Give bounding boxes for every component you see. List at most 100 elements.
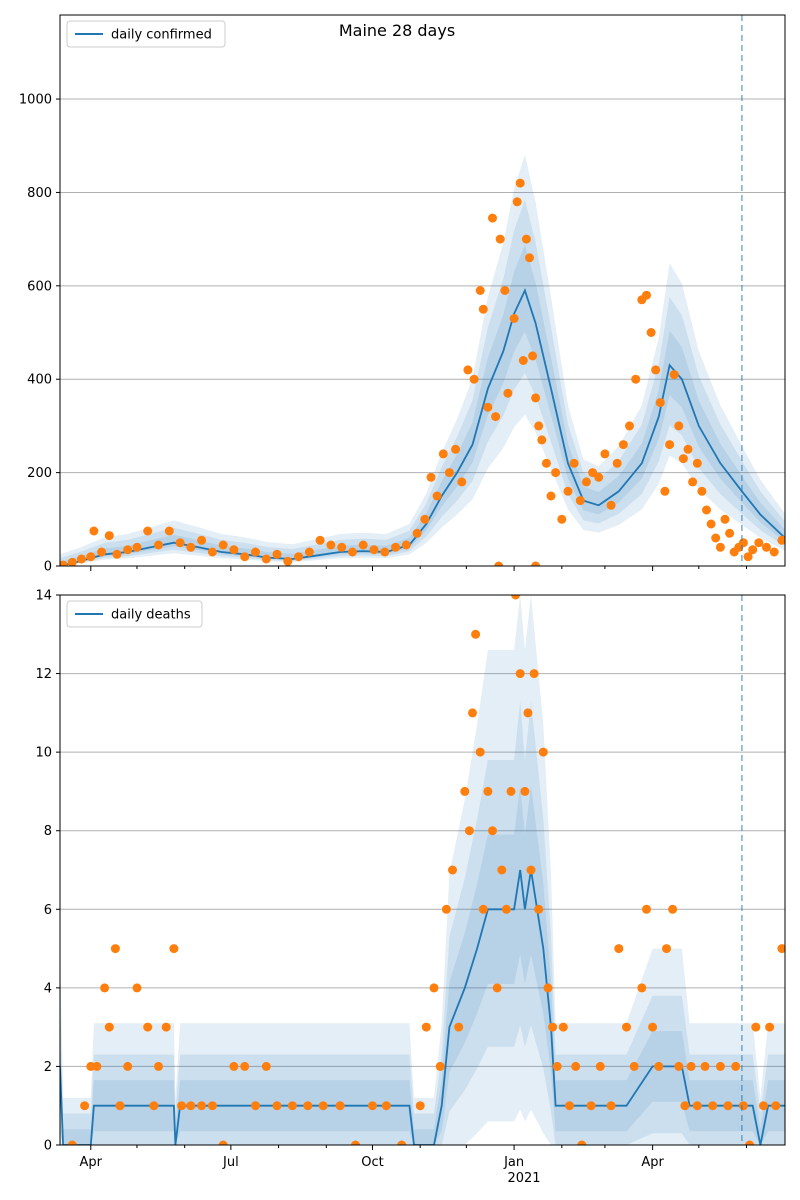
observed-point bbox=[197, 1101, 207, 1111]
y-tick-label: 10 bbox=[35, 746, 52, 761]
observed-point bbox=[625, 421, 634, 431]
observed-point bbox=[665, 440, 675, 450]
axes-frame bbox=[59, 14, 786, 567]
observed-point bbox=[495, 234, 505, 244]
observed-point bbox=[501, 904, 511, 914]
observed-point bbox=[494, 561, 504, 566]
observed-point bbox=[531, 393, 541, 403]
legend-label: daily deaths bbox=[111, 608, 191, 623]
observed-point bbox=[251, 547, 260, 557]
observed-point bbox=[426, 472, 436, 482]
observed-point bbox=[543, 983, 553, 993]
observed-point bbox=[380, 547, 390, 557]
observed-point bbox=[646, 328, 656, 337]
observed-point bbox=[523, 708, 533, 718]
observed-point bbox=[154, 1061, 163, 1071]
observed-point bbox=[512, 197, 522, 207]
observed-point bbox=[89, 526, 99, 536]
observed-point bbox=[381, 1101, 391, 1111]
y-tick-label: 2 bbox=[44, 1060, 52, 1075]
y-tick-label: 6 bbox=[44, 903, 52, 918]
observed-point bbox=[369, 545, 379, 555]
observed-point bbox=[161, 1022, 171, 1032]
observed-point bbox=[725, 528, 735, 538]
observed-point bbox=[637, 983, 647, 993]
observed-point bbox=[483, 402, 493, 412]
observed-point bbox=[261, 1061, 271, 1071]
observed-point bbox=[475, 747, 485, 757]
observed-point bbox=[548, 1022, 558, 1032]
observed-point bbox=[315, 535, 325, 545]
observed-point bbox=[515, 178, 525, 188]
observed-point bbox=[112, 549, 122, 559]
observed-point bbox=[478, 904, 488, 914]
observed-point bbox=[686, 1061, 696, 1071]
observed-point bbox=[769, 547, 779, 557]
observed-point bbox=[565, 1101, 574, 1111]
observed-point bbox=[660, 486, 670, 496]
observed-point bbox=[149, 1101, 159, 1111]
legend-label: daily confirmed bbox=[111, 28, 212, 43]
observed-point bbox=[738, 538, 748, 548]
y-tick-label: 4 bbox=[44, 981, 52, 996]
observed-point bbox=[518, 356, 528, 365]
observed-point bbox=[642, 290, 651, 300]
observed-point bbox=[240, 552, 250, 562]
observed-point bbox=[164, 526, 174, 536]
observed-point bbox=[655, 398, 665, 408]
observed-point bbox=[668, 904, 678, 914]
observed-point bbox=[143, 526, 153, 536]
observed-point bbox=[642, 904, 651, 914]
observed-point bbox=[538, 747, 548, 757]
observed-point bbox=[283, 556, 293, 566]
observed-point bbox=[318, 1101, 328, 1111]
observed-point bbox=[577, 1140, 587, 1145]
observed-point bbox=[475, 286, 485, 295]
y-tick-label: 200 bbox=[27, 466, 52, 481]
y-tick-label: 14 bbox=[35, 589, 52, 604]
observed-point bbox=[261, 554, 271, 564]
observed-point bbox=[743, 552, 753, 562]
observed-point bbox=[631, 374, 641, 384]
observed-point bbox=[588, 468, 598, 478]
observed-point bbox=[444, 468, 454, 478]
observed-point bbox=[397, 1140, 407, 1145]
observed-point bbox=[563, 486, 573, 496]
observed-point bbox=[186, 1101, 196, 1111]
observed-point bbox=[529, 669, 539, 679]
observed-point bbox=[520, 786, 530, 796]
observed-point bbox=[337, 542, 347, 552]
y-tick-label: 8 bbox=[44, 824, 52, 839]
observed-point bbox=[669, 370, 679, 380]
observed-point bbox=[304, 547, 314, 557]
observed-point bbox=[468, 708, 477, 718]
observed-point bbox=[525, 253, 534, 263]
observed-point bbox=[571, 1061, 581, 1071]
observed-point bbox=[287, 1101, 297, 1111]
observed-point bbox=[692, 458, 702, 468]
observed-point bbox=[483, 786, 493, 796]
observed-point bbox=[412, 528, 422, 538]
observed-point bbox=[751, 1022, 761, 1032]
observed-point bbox=[421, 1022, 431, 1032]
observed-point bbox=[60, 560, 68, 566]
observed-point bbox=[557, 514, 567, 524]
y-tick-label: 400 bbox=[27, 373, 52, 388]
observed-point bbox=[688, 477, 698, 487]
observed-point bbox=[143, 1022, 153, 1032]
observed-point bbox=[358, 540, 368, 550]
observed-point bbox=[521, 234, 531, 244]
observed-point bbox=[169, 944, 179, 954]
observed-point bbox=[420, 514, 430, 524]
observed-point bbox=[207, 547, 217, 557]
observed-point bbox=[123, 545, 133, 555]
observed-point bbox=[771, 1101, 781, 1111]
observed-point bbox=[491, 412, 501, 422]
observed-point bbox=[67, 1140, 77, 1145]
observed-point bbox=[132, 983, 142, 993]
observed-point bbox=[251, 1101, 260, 1111]
observed-point bbox=[67, 557, 77, 566]
observed-point bbox=[531, 561, 541, 566]
observed-point bbox=[738, 1101, 748, 1111]
